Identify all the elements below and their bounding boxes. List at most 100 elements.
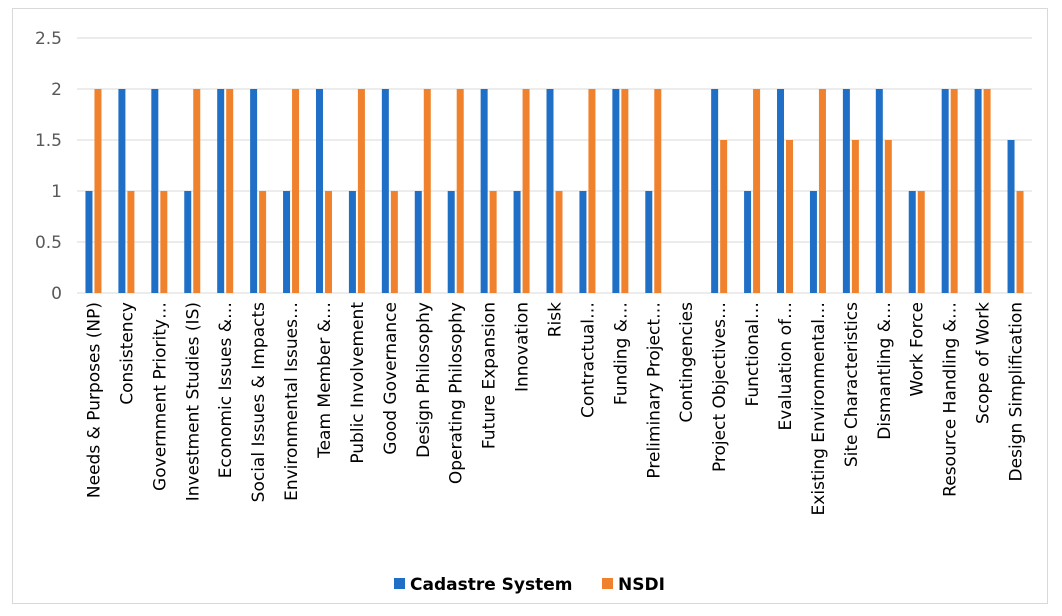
bar-nsdi <box>193 89 201 293</box>
bar-cadastre <box>513 191 521 293</box>
y-tick-label: 0 <box>51 284 62 304</box>
x-category-label: Work Force <box>908 302 928 396</box>
bar-cadastre <box>579 191 587 293</box>
legend: Cadastre System NSDI <box>394 575 665 595</box>
x-category-label: Social Issues & Impacts <box>249 302 269 502</box>
bar-nsdi <box>917 191 925 293</box>
bar-nsdi <box>357 89 365 293</box>
bar-cadastre <box>118 89 126 293</box>
x-category-label: Dismantling &… <box>875 302 895 440</box>
bar-cadastre <box>447 191 455 293</box>
y-axis-ticks: 0 0.5 1 1.5 2 2.5 <box>35 29 62 304</box>
x-category-label: Environmental Issues… <box>282 302 302 501</box>
bar-nsdi <box>292 89 300 293</box>
bar-cadastre <box>875 89 883 293</box>
bar-cadastre <box>217 89 225 293</box>
bar-cadastre <box>85 191 93 293</box>
bar-cadastre <box>941 89 949 293</box>
bar-nsdi <box>1016 191 1024 293</box>
legend-label: Cadastre System <box>410 575 572 595</box>
bar-cadastre <box>480 89 488 293</box>
bar-nsdi <box>621 89 629 293</box>
x-category-label: Existing Environmental… <box>809 302 829 515</box>
bar-nsdi <box>226 89 234 293</box>
bar-nsdi <box>456 89 464 293</box>
bar-nsdi <box>324 191 332 293</box>
x-category-label: Needs & Purposes (NP) <box>84 302 104 498</box>
bar-nsdi <box>654 89 662 293</box>
x-category-label: Design Philosophy <box>414 302 434 458</box>
bar-cadastre <box>546 89 554 293</box>
x-category-label: Contractual… <box>578 302 598 418</box>
bar-cadastre <box>414 191 422 293</box>
bar-cadastre <box>809 191 817 293</box>
chart-frame <box>12 8 1048 604</box>
bar-nsdi <box>950 89 958 293</box>
bar-cadastre <box>250 89 258 293</box>
bars <box>85 89 1024 293</box>
bar-nsdi <box>588 89 596 293</box>
bar-cadastre <box>645 191 653 293</box>
bar-nsdi <box>160 191 168 293</box>
bar-nsdi <box>259 191 267 293</box>
bar-cadastre <box>777 89 785 293</box>
bar-cadastre <box>711 89 719 293</box>
bar-nsdi <box>983 89 991 293</box>
bar-cadastre <box>908 191 916 293</box>
bar-nsdi <box>818 89 826 293</box>
x-category-label: Investment Studies (IS) <box>183 302 203 501</box>
bar-nsdi <box>884 140 892 293</box>
bar-cadastre <box>744 191 752 293</box>
x-category-label: Evaluation of… <box>776 302 796 431</box>
x-category-label: Risk <box>546 302 566 337</box>
bar-cadastre <box>612 89 620 293</box>
bar-cadastre <box>974 89 982 293</box>
legend-label: NSDI <box>618 575 665 595</box>
bar-cadastre <box>315 89 323 293</box>
x-category-label: Contingencies <box>677 302 697 423</box>
x-category-label: Operating Philosophy <box>447 302 467 484</box>
x-category-label: Good Governance <box>381 302 401 455</box>
x-category-label: Economic Issues &… <box>216 302 236 478</box>
x-category-label: Resource Handling &… <box>941 302 961 497</box>
bar-nsdi <box>127 191 135 293</box>
gridlines <box>77 37 1032 294</box>
x-axis-labels: Needs & Purposes (NP) Consistency Governme… <box>84 302 1026 516</box>
x-category-label: Design Simplification <box>1007 302 1027 481</box>
bar-nsdi <box>489 191 497 293</box>
bar-cadastre <box>184 191 192 293</box>
bar-nsdi <box>522 89 530 293</box>
legend-swatch <box>394 578 405 589</box>
bar-nsdi <box>555 191 563 293</box>
x-category-label: Consistency <box>117 302 137 405</box>
bar-nsdi <box>851 140 859 293</box>
y-tick-label: 1.5 <box>35 131 62 151</box>
bar-nsdi <box>753 89 761 293</box>
y-tick-label: 0.5 <box>35 233 62 253</box>
bar-nsdi <box>390 191 398 293</box>
y-tick-label: 2.5 <box>35 29 62 49</box>
x-category-label: Preliminary Project… <box>644 302 664 479</box>
x-category-label: Project Objectives… <box>710 302 730 472</box>
bar-nsdi <box>423 89 431 293</box>
x-category-label: Scope of Work <box>974 302 994 424</box>
bar-cadastre <box>1007 140 1015 293</box>
bar-cadastre <box>151 89 159 293</box>
y-tick-label: 1 <box>51 182 62 202</box>
x-category-label: Government Priority… <box>150 302 170 491</box>
x-category-label: Innovation <box>513 302 533 392</box>
y-tick-label: 2 <box>51 80 62 100</box>
bar-cadastre <box>381 89 389 293</box>
bar-nsdi <box>720 140 728 293</box>
x-category-label: Future Expansion <box>480 302 500 449</box>
bar-nsdi <box>786 140 794 293</box>
legend-swatch <box>602 578 613 589</box>
x-category-label: Functional… <box>743 302 763 406</box>
bar-nsdi <box>94 89 102 293</box>
bar-cadastre <box>842 89 850 293</box>
x-category-label: Public Involvement <box>348 302 368 464</box>
x-category-label: Site Characteristics <box>842 302 862 467</box>
x-category-label: Team Member &… <box>315 302 335 459</box>
bar-cadastre <box>283 191 291 293</box>
